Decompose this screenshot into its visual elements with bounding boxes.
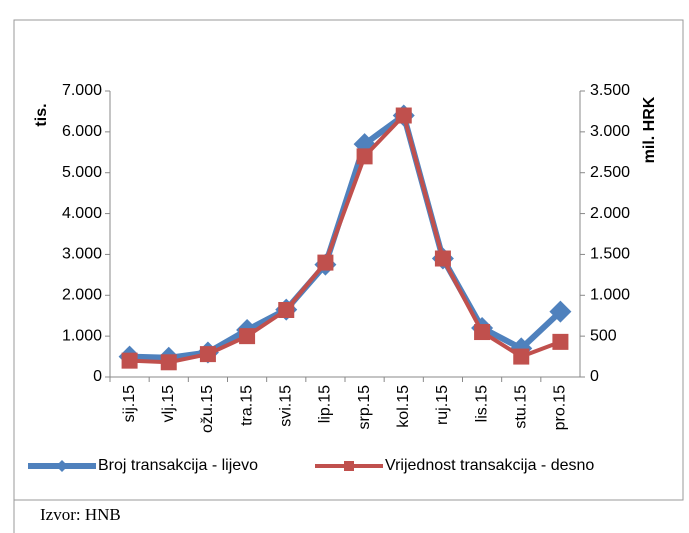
marker	[199, 346, 216, 363]
y2-tick-label: 0	[590, 368, 599, 385]
marker	[434, 250, 451, 267]
y2-tick-label: 3.000	[590, 123, 630, 140]
y2-tick-label: 2.500	[590, 164, 630, 181]
y2-tick-label: 1.000	[590, 287, 630, 304]
x-tick-label: sij.15	[121, 385, 138, 422]
x-tick-label: tra.15	[238, 385, 255, 426]
y-tick-label: 5.000	[62, 164, 102, 181]
frame	[13, 19, 684, 533]
x-tick-label: lip.15	[317, 385, 334, 423]
y-axis-title: tis.	[33, 103, 50, 126]
y2-axis-title: mil. HRK	[641, 96, 658, 163]
y-tick-label: 4.000	[62, 205, 102, 222]
marker	[317, 254, 334, 271]
marker	[160, 354, 177, 371]
y-tick-label: 1.000	[62, 327, 102, 344]
x-tick-label: kol.15	[395, 385, 412, 428]
x-tick-label: lis.15	[473, 385, 490, 422]
y-tick-label: 2.000	[62, 287, 102, 304]
x-tick-label: vlj.15	[160, 385, 177, 422]
marker	[395, 107, 412, 124]
marker	[239, 328, 256, 345]
y2-tick-label: 2.000	[590, 205, 630, 222]
legend-label: Vrijednost transakcija - desno	[385, 457, 594, 474]
marker	[356, 148, 373, 165]
y-tick-label: 0	[93, 368, 102, 385]
marker	[549, 300, 572, 323]
y-tick-label: 3.000	[62, 246, 102, 263]
y2-tick-label: 3.500	[590, 82, 630, 99]
legend-marker	[344, 461, 354, 471]
x-tick-label: ožu.15	[199, 385, 216, 433]
x-tick-label: pro.15	[552, 385, 569, 430]
legend-marker	[56, 460, 68, 472]
y2-tick-label: 1.500	[590, 246, 630, 263]
marker	[121, 352, 138, 369]
series-line	[129, 113, 562, 365]
legend-label: Broj transakcija - lijevo	[98, 457, 258, 474]
marker	[278, 301, 295, 318]
x-tick-label: stu.15	[512, 385, 529, 429]
x-tick-label: srp.15	[356, 385, 373, 430]
marker	[513, 348, 530, 365]
series-line	[129, 112, 563, 361]
y2-tick-label: 500	[590, 327, 617, 344]
y-tick-label: 6.000	[62, 123, 102, 140]
marker	[474, 324, 491, 341]
y-tick-label: 7.000	[62, 82, 102, 99]
marker	[552, 333, 569, 350]
source: Izvor: HNB	[40, 505, 121, 524]
x-tick-label: svi.15	[277, 385, 294, 427]
x-tick-label: ruj.15	[434, 385, 451, 425]
